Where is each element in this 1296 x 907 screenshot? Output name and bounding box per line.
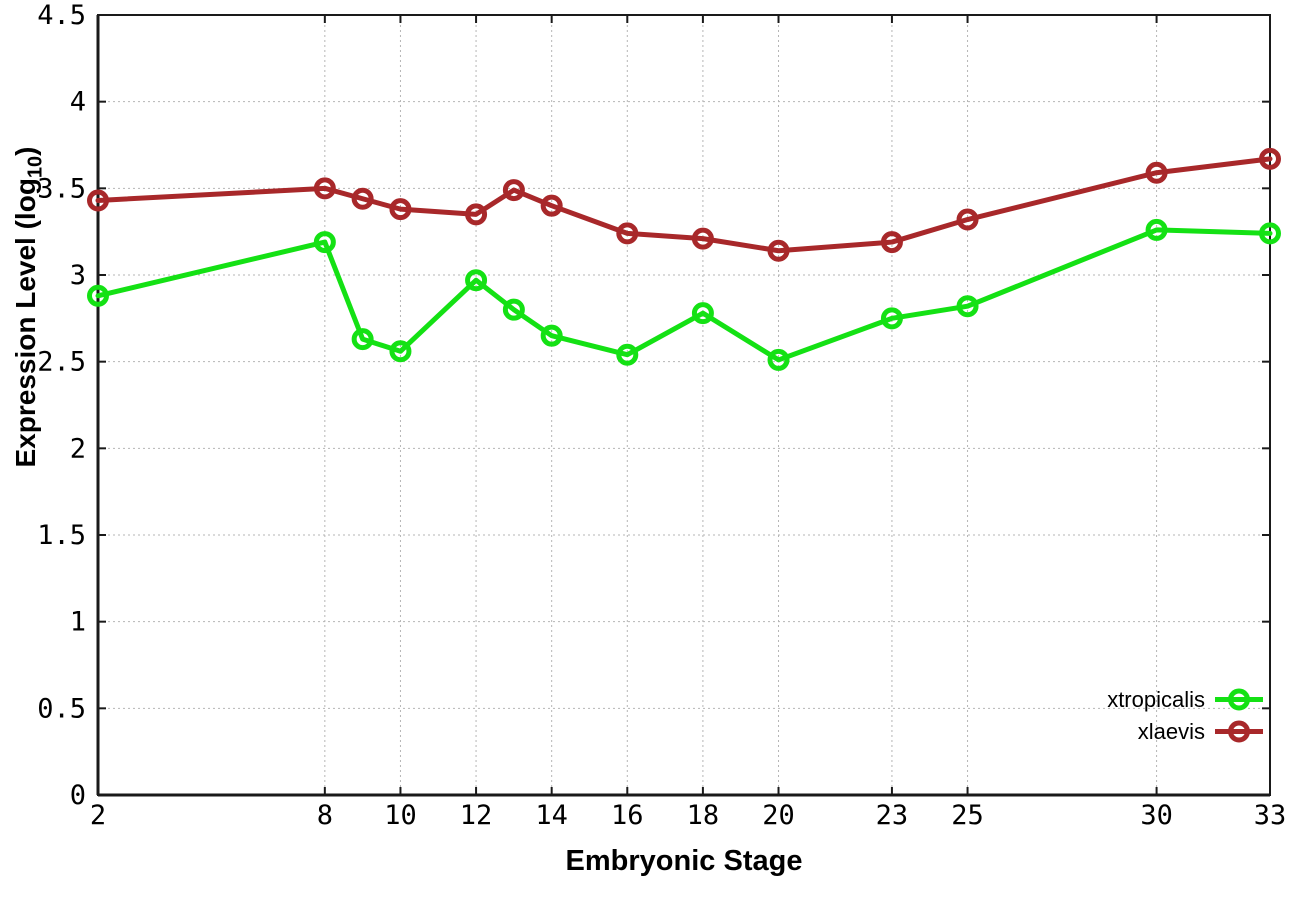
data-point-xlaevis (540, 194, 563, 217)
data-point-xlaevis (389, 198, 412, 221)
data-point-xtropicalis (465, 269, 488, 292)
data-point-xlaevis (87, 189, 109, 212)
y-axis-title-close: ) (10, 146, 41, 156)
legend-label: xlaevis (1137, 718, 1205, 744)
y-tick-label: 1.5 (37, 520, 86, 551)
data-point-xtropicalis (313, 231, 336, 254)
x-tick-label: 2 (90, 800, 106, 831)
data-point-xtropicalis (767, 348, 790, 371)
legend-label: xtropicalis (1107, 686, 1205, 712)
data-point-xtropicalis (1145, 218, 1168, 241)
y-tick-label: 3 (70, 260, 86, 291)
data-point-xtropicalis (540, 324, 563, 347)
y-tick-label: 1 (70, 607, 86, 638)
data-point-xlaevis (1145, 161, 1168, 184)
data-point-xlaevis (502, 179, 525, 202)
series-line-xtropicalis (95, 227, 1273, 363)
x-axis-title: Embryonic Stage (565, 845, 803, 877)
x-tick-label: 33 (1254, 800, 1287, 831)
data-point-xlaevis (351, 187, 374, 210)
y-axis-title-subscript: 10 (24, 155, 47, 179)
data-point-xlaevis (767, 239, 790, 262)
y-axis-title: Expression Level (log10) (10, 133, 47, 481)
data-point-xlaevis (880, 231, 903, 254)
data-point-xlaevis (691, 227, 714, 250)
data-point-xtropicalis (691, 302, 714, 325)
x-tick-label: 14 (535, 800, 568, 831)
x-tick-label: 8 (317, 800, 333, 831)
x-tick-label: 23 (876, 800, 909, 831)
y-tick-label: 3.5 (37, 173, 86, 204)
data-point-xtropicalis (351, 328, 374, 351)
x-tick-label: 18 (687, 800, 720, 831)
y-tick-label: 2 (70, 433, 86, 464)
series-line-xlaevis (95, 156, 1273, 254)
y-tick-label: 4.5 (37, 0, 86, 31)
data-point-xtropicalis (87, 284, 109, 307)
line-circle-marker-icon (1215, 720, 1263, 743)
data-point-xtropicalis (956, 295, 979, 318)
line-circle-marker-icon (1215, 688, 1263, 711)
y-tick-label: 0 (70, 780, 86, 811)
y-tick-label: 4 (70, 87, 86, 118)
y-tick-label: 2.5 (37, 347, 86, 378)
legend: xtropicalis xlaevis (1107, 685, 1264, 746)
x-tick-label: 30 (1140, 800, 1173, 831)
x-tick-label: 20 (762, 800, 795, 831)
y-axis-title-text: Expression Level (log (10, 178, 41, 468)
x-tick-label: 16 (611, 800, 644, 831)
legend-item-xlaevis: xlaevis (1138, 717, 1264, 746)
y-tick-label: 0.5 (37, 693, 86, 724)
data-point-xtropicalis (389, 340, 412, 363)
x-tick-label: 10 (384, 800, 417, 831)
legend-item-xtropicalis: xtropicalis (1107, 685, 1264, 714)
data-point-xlaevis (956, 208, 979, 231)
data-point-xtropicalis (502, 298, 525, 321)
data-point-xlaevis (1259, 147, 1281, 170)
data-point-xlaevis (616, 222, 639, 245)
data-point-xtropicalis (1259, 222, 1281, 245)
data-point-xlaevis (465, 203, 488, 226)
data-point-xtropicalis (880, 307, 903, 330)
x-tick-label: 25 (951, 800, 984, 831)
data-point-xlaevis (313, 177, 336, 200)
x-tick-label: 12 (460, 800, 493, 831)
data-point-xtropicalis (616, 343, 639, 366)
plot-frame (97, 14, 1271, 796)
